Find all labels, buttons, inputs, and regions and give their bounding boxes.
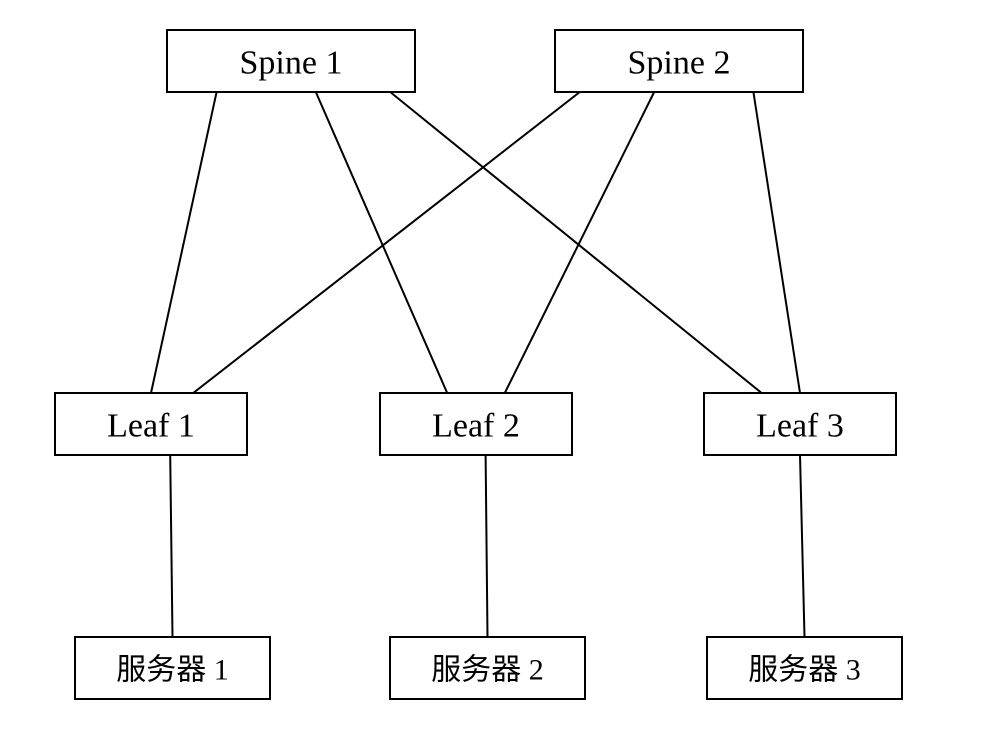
edge-spine1-leaf3 [390, 92, 761, 393]
nodes-group: Spine 1 Spine 2 Leaf 1 Leaf 2 Leaf 3 服务器 1 服务器… [55, 30, 902, 699]
node-label-leaf3: Leaf 3 [756, 408, 844, 445]
edge-spine2-leaf3 [753, 92, 800, 393]
node-server3: 服务器 3 [707, 637, 902, 699]
edge-spine2-leaf1 [193, 92, 580, 393]
node-leaf2: Leaf 2 [380, 393, 572, 455]
node-label-server3: 服务器 3 [748, 654, 861, 687]
node-leaf1: Leaf 1 [55, 393, 247, 455]
node-spine1: Spine 1 [167, 30, 415, 92]
node-server2: 服务器 2 [390, 637, 585, 699]
node-label-spine1: Spine 1 [240, 45, 343, 82]
edge-leaf1-server1 [170, 455, 172, 637]
node-leaf3: Leaf 3 [704, 393, 896, 455]
edge-spine1-leaf1 [151, 92, 217, 393]
network-diagram: Spine 1 Spine 2 Leaf 1 Leaf 2 Leaf 3 服务器 1 服务器… [0, 0, 1000, 755]
node-label-spine2: Spine 2 [628, 45, 731, 82]
node-label-leaf1: Leaf 1 [107, 408, 195, 445]
node-spine2: Spine 2 [555, 30, 803, 92]
edge-leaf3-server3 [800, 455, 805, 637]
node-label-leaf2: Leaf 2 [432, 408, 520, 445]
edges-group [151, 92, 805, 637]
edge-leaf2-server2 [486, 455, 488, 637]
edge-spine2-leaf2 [505, 92, 654, 393]
edge-spine1-leaf2 [316, 92, 447, 393]
node-server1: 服务器 1 [75, 637, 270, 699]
node-label-server2: 服务器 2 [431, 654, 544, 687]
node-label-server1: 服务器 1 [116, 654, 229, 687]
